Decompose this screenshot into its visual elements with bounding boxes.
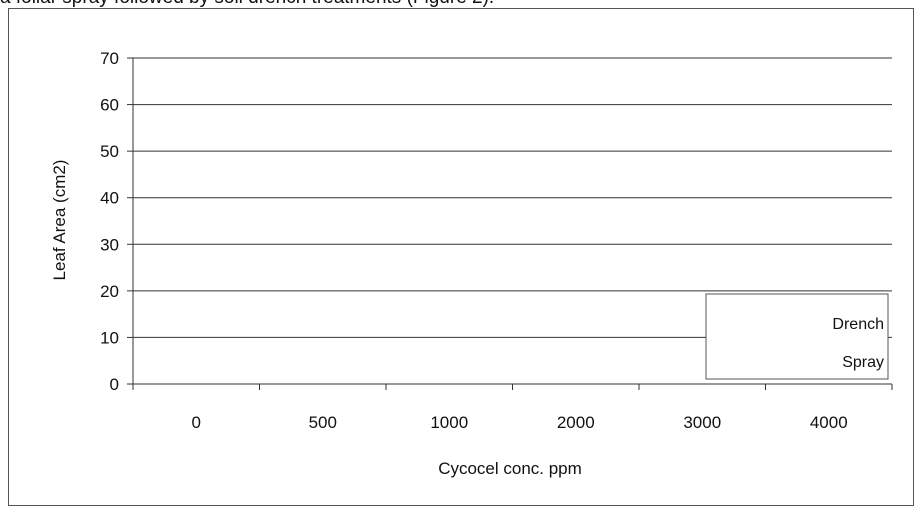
- y-tick-label: 70: [100, 49, 119, 68]
- x-tick-label: 3000: [683, 413, 721, 432]
- y-tick-label: 10: [100, 328, 119, 347]
- y-tick-labels: 0 10 20 30 40 50 60 70: [100, 49, 119, 394]
- x-tick-label: 1000: [430, 413, 468, 432]
- y-tick-label: 40: [100, 189, 119, 208]
- legend: Drench Spray: [705, 293, 889, 380]
- y-tick-label: 30: [100, 235, 119, 254]
- legend-label-spray: Spray: [842, 354, 884, 371]
- y-tick-label: 20: [100, 282, 119, 301]
- legend-label-drench: Drench: [832, 316, 884, 333]
- y-tick-label: 0: [110, 375, 119, 394]
- y-tick-label: 50: [100, 142, 119, 161]
- figure-caption: a foliar spray followed by soil drench t…: [0, 0, 494, 9]
- x-tick-labels: 0 500 1000 2000 3000 4000: [192, 413, 848, 432]
- x-tick-label: 0: [192, 413, 201, 432]
- chart-frame: [8, 8, 914, 506]
- legend-box: [705, 293, 889, 380]
- x-tick-label: 4000: [810, 413, 848, 432]
- y-axis-title: Leaf Area (cm2): [50, 160, 69, 281]
- y-tick-label: 60: [100, 96, 119, 115]
- x-tick-label: 2000: [557, 413, 595, 432]
- axes: [127, 57, 893, 390]
- x-axis-title: Cycocel conc. ppm: [438, 459, 582, 478]
- x-tick-label: 500: [309, 413, 337, 432]
